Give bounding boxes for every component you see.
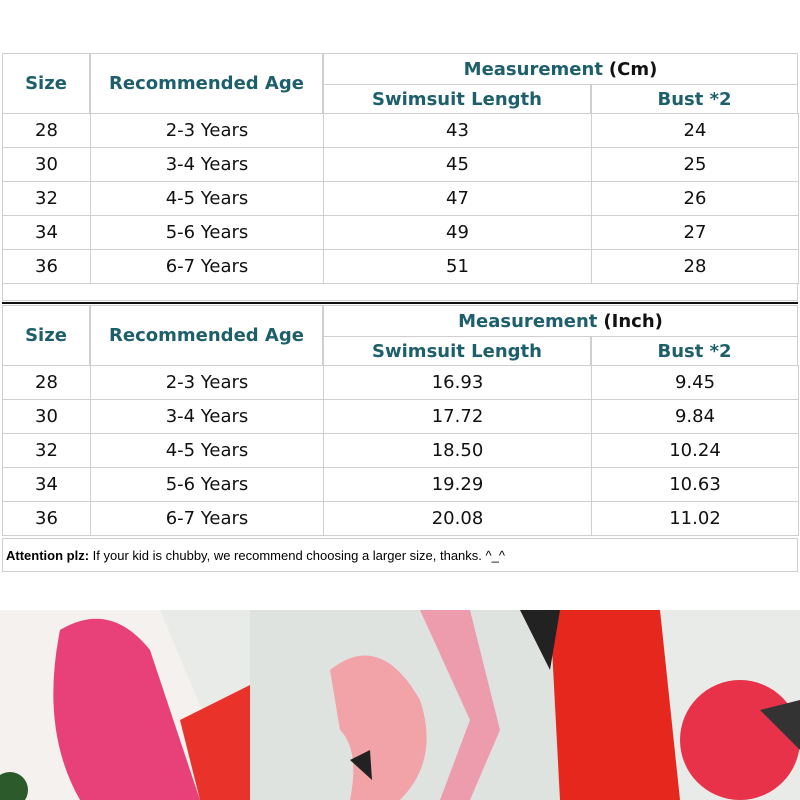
table-cell: 10.24 [591, 433, 799, 468]
table-cell: 9.84 [591, 399, 799, 434]
table-cell: 47 [323, 181, 592, 216]
table-cell: 10.63 [591, 467, 799, 502]
table-cell: 11.02 [591, 501, 799, 536]
header-cell: Bust *2 [591, 84, 798, 114]
table-cell: 32 [2, 433, 91, 468]
table-cell: 28 [2, 113, 91, 148]
table-cell: 9.45 [591, 365, 799, 400]
table-cell: 36 [2, 501, 91, 536]
table-cell: 17.72 [323, 399, 592, 434]
table-cell: 3-4 Years [90, 147, 324, 182]
table-cell: 30 [2, 399, 91, 434]
table-cell: 4-5 Years [90, 433, 324, 468]
table-cell: 43 [323, 113, 592, 148]
table-cell: 5-6 Years [90, 467, 324, 502]
table-cell: 20.08 [323, 501, 592, 536]
product-photo [0, 610, 800, 800]
table-cell: 49 [323, 215, 592, 250]
header-cell: Size [2, 53, 90, 114]
table-cell: 2-3 Years [90, 365, 324, 400]
table-cell: 26 [591, 181, 799, 216]
header-cell: Size [2, 305, 90, 366]
note-text: If your kid is chubby, we recommend choo… [92, 547, 505, 563]
note: Attention plz: If your kid is chubby, we… [2, 538, 798, 572]
table-cell: 6-7 Years [90, 249, 324, 284]
note-label: Attention plz: [6, 547, 90, 563]
header-cell: Recommended Age [90, 53, 323, 114]
divider [2, 302, 798, 304]
table-cell: 3-4 Years [90, 399, 324, 434]
table-cell: 28 [591, 249, 799, 284]
table-cell: 51 [323, 249, 592, 284]
table-cell: 6-7 Years [90, 501, 324, 536]
table-cell: 25 [591, 147, 799, 182]
table-cell: 32 [2, 181, 91, 216]
header-unit: (Cm) [608, 58, 658, 80]
header-cell: Swimsuit Length [323, 84, 591, 114]
header-cell: Bust *2 [591, 336, 798, 366]
table-cell: 45 [323, 147, 592, 182]
table-cell: 5-6 Years [90, 215, 324, 250]
table-cell: 2-3 Years [90, 113, 324, 148]
header-text: Measurement [458, 310, 598, 332]
table-cell: 19.29 [323, 467, 592, 502]
table-cell: 28 [2, 365, 91, 400]
header-cell: Swimsuit Length [323, 336, 591, 366]
header-cell: Recommended Age [90, 305, 323, 366]
table-cell: 24 [591, 113, 799, 148]
header-text: Measurement [463, 58, 603, 80]
table-cell: 34 [2, 467, 91, 502]
table-cell: 30 [2, 147, 91, 182]
table-cell: 4-5 Years [90, 181, 324, 216]
header-group: Measurement (Inch) [323, 305, 798, 337]
table-cell: 34 [2, 215, 91, 250]
spacer-row [2, 283, 798, 301]
table-cell: 18.50 [323, 433, 592, 468]
table-cell: 16.93 [323, 365, 592, 400]
header-unit: (Inch) [603, 310, 663, 332]
header-group: Measurement (Cm) [323, 53, 798, 85]
table-cell: 36 [2, 249, 91, 284]
table-cell: 27 [591, 215, 799, 250]
